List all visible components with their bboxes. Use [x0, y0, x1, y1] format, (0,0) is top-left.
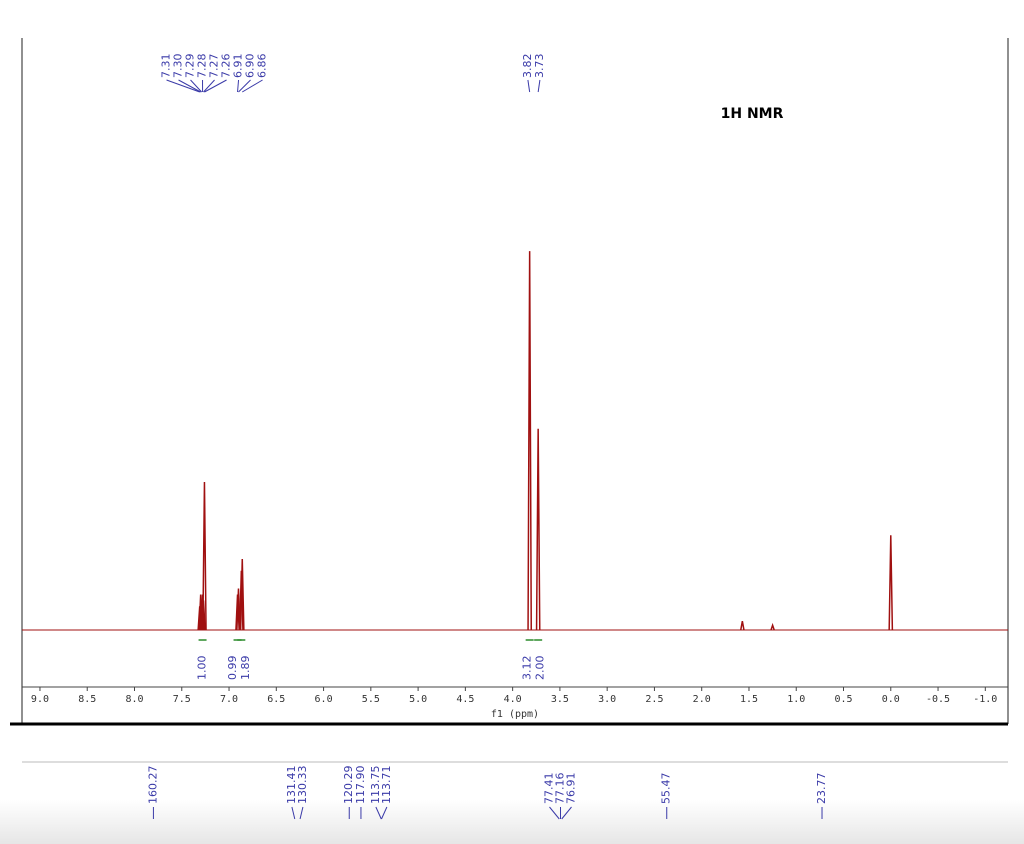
- integral-label: 1.89: [239, 656, 252, 681]
- peak: [239, 558, 245, 631]
- x-tick-label: 4.5: [456, 694, 474, 705]
- carbon-leader: [299, 806, 304, 820]
- peak-label: 6.86: [256, 54, 269, 79]
- peak-label-leader: [527, 79, 531, 93]
- carbon-label: 120.29: [342, 766, 355, 805]
- x-tick-label: -0.5: [926, 694, 950, 705]
- x-tick-label: 4.0: [504, 694, 522, 705]
- carbon-leader: [375, 806, 382, 820]
- peak-label: 3.82: [521, 54, 534, 79]
- carbon-label: 76.91: [565, 773, 578, 805]
- carbon-label: 77.41: [543, 773, 556, 805]
- x-tick-label: 2.5: [645, 694, 663, 705]
- x-tick-label: 1.5: [740, 694, 758, 705]
- x-tick-label: 3.5: [551, 694, 569, 705]
- x-tick-label: 7.5: [173, 694, 191, 705]
- carbon-leader: [549, 806, 560, 820]
- peak-label: 7.27: [208, 54, 221, 79]
- x-tick-label: 8.0: [125, 694, 143, 705]
- peak-label-leader: [190, 79, 202, 93]
- x-tick-label: 1.0: [787, 694, 805, 705]
- carbon-label: 77.16: [554, 773, 567, 805]
- x-tick-label: 7.0: [220, 694, 238, 705]
- x-tick-label: -1.0: [973, 694, 997, 705]
- x-tick-label: 9.0: [31, 694, 49, 705]
- x-tick-label: 5.5: [362, 694, 380, 705]
- carbon-label: 160.27: [146, 766, 159, 805]
- carbon-label: 131.41: [285, 766, 298, 805]
- peak-label: 6.91: [232, 54, 245, 78]
- peak: [527, 251, 533, 631]
- peak-label-leader: [178, 79, 201, 93]
- x-tick-label: 8.5: [78, 694, 96, 705]
- carbon-leader: [291, 806, 296, 820]
- peak-label: 7.26: [220, 54, 233, 79]
- x-tick-label: 2.0: [693, 694, 711, 705]
- peak-label-leader: [242, 79, 263, 93]
- x-tick-label: 5.0: [409, 694, 427, 705]
- peak-label: 7.29: [184, 54, 197, 79]
- carbon-leader: [561, 806, 572, 820]
- peak-label: 3.73: [533, 54, 546, 79]
- carbon-label: 130.33: [296, 766, 309, 805]
- carbon-label: 113.75: [369, 766, 382, 805]
- peak-label-leader: [238, 79, 251, 93]
- peak-label: 7.30: [172, 54, 185, 79]
- peak-label-leader: [203, 79, 215, 93]
- integral-label: 1.00: [196, 656, 209, 681]
- x-tick-label: 6.5: [267, 694, 285, 705]
- carbon-leader: [381, 806, 388, 820]
- x-tick-label: 6.0: [315, 694, 333, 705]
- peak-label-leader: [237, 79, 240, 93]
- peak: [202, 481, 207, 631]
- integral-label: 3.12: [520, 656, 533, 681]
- carbon-label: 117.90: [354, 766, 367, 805]
- x-axis-label: f1 (ppm): [491, 709, 539, 720]
- integral-label: 0.99: [226, 656, 239, 681]
- peak-label: 6.90: [244, 54, 257, 78]
- peak-label-leader: [204, 79, 227, 93]
- peak: [535, 428, 541, 631]
- carbon-label: 55.47: [660, 773, 673, 805]
- x-tick-label: 3.0: [598, 694, 616, 705]
- bottom-shade: [0, 800, 1024, 844]
- integral-label: 2.00: [533, 656, 546, 681]
- x-tick-label: 0.0: [882, 694, 900, 705]
- carbon-label: 113.71: [380, 766, 393, 805]
- peak: [888, 535, 894, 631]
- peak-label: 7.31: [160, 54, 173, 79]
- x-tick-label: 0.5: [834, 694, 852, 705]
- carbon-label: 23.77: [815, 773, 828, 805]
- peak-label: 7.28: [196, 54, 209, 79]
- peak-label-leader: [537, 79, 541, 93]
- spectrum-title: 1H NMR: [721, 106, 784, 122]
- peak: [770, 622, 775, 631]
- peak: [740, 620, 745, 631]
- peak-label-leader: [166, 79, 200, 93]
